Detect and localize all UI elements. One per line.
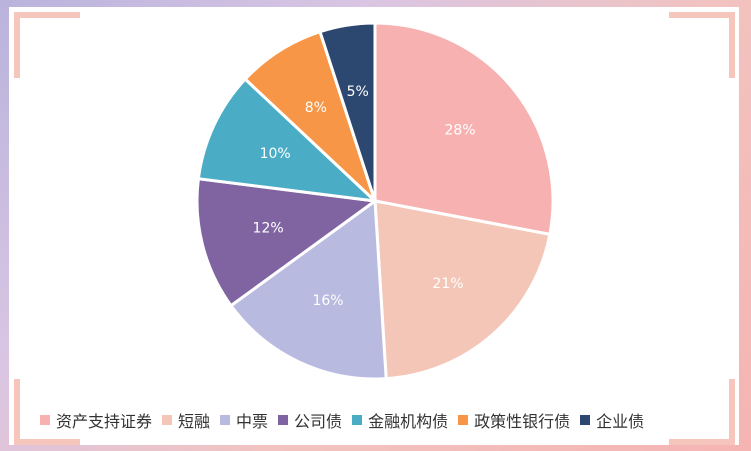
pie-slice-3 xyxy=(195,177,379,308)
pie-slice-1 xyxy=(373,199,552,381)
legend-label: 资产支持证券 xyxy=(56,412,153,431)
legend-swatch xyxy=(352,415,363,425)
pie-slice-label-5: 8% xyxy=(305,100,327,116)
pie-slice-label-3: 12% xyxy=(253,220,284,236)
legend-item: 企业债 xyxy=(580,408,644,432)
decorative-corner xyxy=(669,12,735,78)
pie-slice-label-2: 16% xyxy=(312,293,343,309)
pie-slice-5 xyxy=(243,29,377,203)
pie-slice-label-1: 21% xyxy=(432,276,463,292)
legend-item: 短融 xyxy=(162,408,210,432)
pie-slice-label-0: 28% xyxy=(444,123,475,139)
legend-label: 金融机构债 xyxy=(368,412,449,431)
pie-slice-2 xyxy=(228,198,388,381)
legend-item: 中票 xyxy=(220,408,268,432)
legend-item: 公司债 xyxy=(278,408,342,432)
pie-slice-0 xyxy=(373,21,555,237)
legend-swatch xyxy=(40,415,50,425)
decorative-corner xyxy=(14,379,80,445)
legend-label: 政策性银行债 xyxy=(474,412,571,431)
legend-item: 资产支持证券 xyxy=(40,408,152,432)
legend-item: 金融机构债 xyxy=(352,408,448,432)
legend-swatch xyxy=(220,415,231,425)
chart-legend: 资产支持证券 短融 中票 公司债 金融机构债 政策性银行债 企业债 xyxy=(40,408,720,432)
legend-swatch xyxy=(458,415,469,425)
legend-label: 公司债 xyxy=(294,412,343,431)
pie-slice-label-4: 10% xyxy=(260,146,291,162)
pie-slice-6 xyxy=(318,21,377,202)
legend-label: 短融 xyxy=(178,412,211,431)
legend-item: 政策性银行债 xyxy=(458,408,570,432)
legend-swatch xyxy=(162,415,173,425)
legend-label: 中票 xyxy=(236,412,269,431)
legend-swatch xyxy=(580,415,591,425)
legend-swatch xyxy=(278,415,289,425)
pie-slice-4 xyxy=(196,77,380,204)
decorative-corner xyxy=(14,12,80,78)
decorative-corner xyxy=(669,379,735,445)
pie-slice-label-6: 5% xyxy=(347,84,369,100)
legend-label: 企业债 xyxy=(596,412,645,431)
